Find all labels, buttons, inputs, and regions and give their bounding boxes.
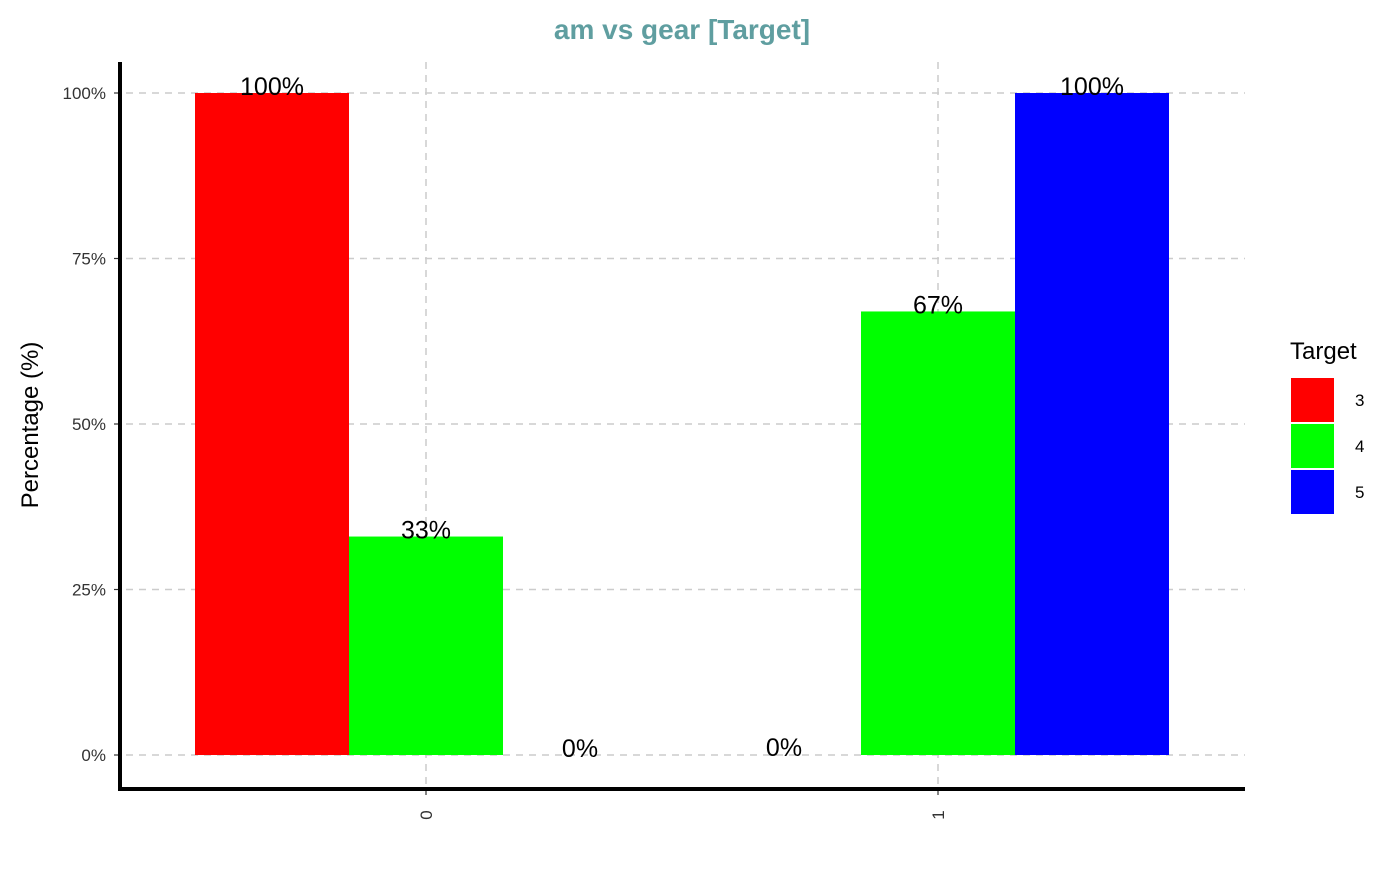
legend-key-3 <box>1291 378 1334 422</box>
bar-3-0 <box>195 93 349 755</box>
legend: Target 3 4 5 <box>1290 338 1364 514</box>
x-tick-label: 1 <box>929 810 948 819</box>
y-tick-label: 25% <box>72 581 106 600</box>
chart-title: am vs gear [Target] <box>554 14 810 45</box>
y-tick-label: 100% <box>63 84 106 103</box>
bar-4-0 <box>349 536 503 755</box>
legend-label-5: 5 <box>1355 483 1364 502</box>
data-label-5-1: 100% <box>1060 73 1124 101</box>
bar-4-1 <box>861 311 1015 755</box>
legend-key-5 <box>1291 470 1334 514</box>
data-label-3-0: 100% <box>240 73 304 101</box>
data-label-5-0: 0% <box>562 735 598 763</box>
y-axis-title: Percentage (%) <box>17 342 44 509</box>
bar-5-1 <box>1015 93 1169 755</box>
data-labels-layer: 100% 33% 67% 0% 100% 0% <box>240 73 1124 763</box>
y-tick-label: 0% <box>81 746 106 765</box>
x-tick-label: 0 <box>417 810 436 819</box>
bars-layer <box>195 93 1169 755</box>
data-label-4-0: 33% <box>401 517 451 545</box>
legend-title: Target <box>1290 338 1357 365</box>
y-tick-label: 50% <box>72 415 106 434</box>
legend-label-4: 4 <box>1355 437 1364 456</box>
data-label-3-1: 0% <box>766 734 802 762</box>
axes-layer: 0% 25% 50% 75% 100% 0 1 <box>63 62 1245 820</box>
data-label-4-1: 67% <box>913 291 963 319</box>
legend-key-4 <box>1291 424 1334 468</box>
legend-label-3: 3 <box>1355 391 1364 410</box>
y-tick-label: 75% <box>72 250 106 269</box>
